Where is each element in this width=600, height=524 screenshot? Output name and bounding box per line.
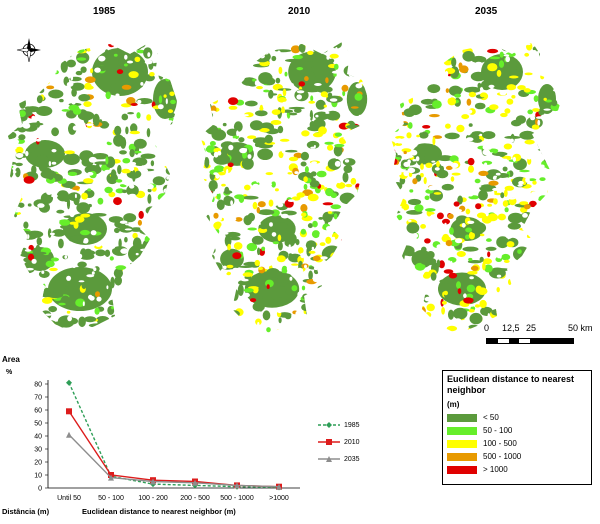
legend-swatch [447, 452, 477, 461]
x-tick-label: Until 50 [57, 495, 81, 502]
distance-chart: Area% 0 10 20 30 40 50 60 70 80 Until 50 50 - 100 10… [0, 352, 320, 524]
chart-legend: 1985 2010 2035 [318, 418, 360, 469]
series-line-2010 [68, 410, 280, 488]
x-tick-label: 200 - 500 [180, 495, 210, 502]
chart-legend-swatch [318, 422, 340, 428]
chart-legend-marker [326, 422, 332, 428]
legend-item: > 1000 [447, 465, 587, 474]
chart-legend-marker [326, 456, 332, 462]
data-point-2035 [66, 431, 72, 438]
y-tick-label: 80 [34, 382, 42, 389]
data-point-2035 [234, 482, 240, 489]
map-title-1985: 1985 [93, 6, 116, 17]
chart-title: Area [2, 355, 20, 364]
chart-legend-label: 1985 [344, 421, 360, 429]
map-1985 [0, 24, 195, 342]
chart-y-label: % [6, 369, 13, 376]
x-tick-label: >1000 [269, 495, 289, 502]
x-tick-label: 50 - 100 [98, 495, 124, 502]
legend-label: 500 - 1000 [483, 452, 522, 461]
legend-label: 100 - 500 [483, 439, 517, 448]
x-tick-label: 500 - 1000 [220, 495, 254, 502]
y-tick-label: 40 [34, 434, 42, 441]
legend-label: < 50 [483, 413, 499, 422]
map-2010 [192, 24, 387, 342]
legend-item: 50 - 100 [447, 426, 587, 435]
legend-swatch [447, 413, 477, 422]
legend-item: 500 - 1000 [447, 452, 587, 461]
data-point-2035 [276, 483, 282, 490]
chart-legend-item: 2035 [318, 452, 360, 466]
scale-tick-25: 25 [526, 323, 537, 333]
compass-rose-icon [16, 36, 42, 71]
legend-swatch [447, 465, 477, 474]
chart-legend-label: 2010 [344, 438, 360, 446]
map-2035 [382, 24, 577, 342]
chart-x-label: Euclidean distance to nearest neighbor (… [82, 507, 236, 516]
chart-legend-swatch [318, 456, 340, 462]
data-point-2035 [108, 474, 114, 481]
y-tick-label: 10 [34, 473, 42, 480]
chart-x-label-pt: Distância (m) [2, 507, 50, 516]
scale-bar: 0 12,5 25 50 km [484, 323, 593, 353]
chart-legend-swatch [318, 439, 340, 445]
chart-legend-label: 2035 [344, 455, 360, 463]
series-line-1985 [68, 382, 280, 488]
y-tick-label: 50 [34, 421, 42, 428]
data-point-2035 [192, 479, 198, 486]
x-tick-label: 100 - 200 [138, 495, 168, 502]
chart-legend-marker [326, 439, 332, 445]
y-tick-label: 0 [38, 486, 42, 493]
scale-tick-0: 0 [484, 323, 490, 333]
y-tick-label: 20 [34, 460, 42, 467]
data-point-2010 [66, 408, 72, 415]
legend-swatch [447, 426, 477, 435]
data-point-1985 [66, 379, 72, 386]
scale-tick-50: 50 km [568, 323, 593, 333]
y-tick-label: 70 [34, 395, 42, 402]
legend-unit: (m) [447, 400, 460, 409]
map-legend: Euclidean distance to nearest neighbor (… [442, 370, 592, 485]
y-tick-label: 60 [34, 408, 42, 415]
chart-legend-item: 2010 [318, 435, 360, 449]
legend-label: > 1000 [483, 465, 508, 474]
chart-legend-item: 1985 [318, 418, 360, 432]
legend-title: Euclidean distance to nearest neighbor [447, 374, 575, 395]
legend-swatch [447, 439, 477, 448]
series-line-2035 [68, 434, 280, 488]
map-title-2035: 2035 [475, 6, 498, 17]
scale-tick-12-5: 12,5 [502, 323, 520, 333]
scale-bar-segments [486, 338, 574, 344]
legend-label: 50 - 100 [483, 426, 513, 435]
legend-item: 100 - 500 [447, 439, 587, 448]
legend-item: < 50 [447, 413, 587, 422]
y-tick-label: 30 [34, 447, 42, 454]
data-point-2035 [150, 478, 156, 485]
map-title-2010: 2010 [288, 6, 311, 17]
